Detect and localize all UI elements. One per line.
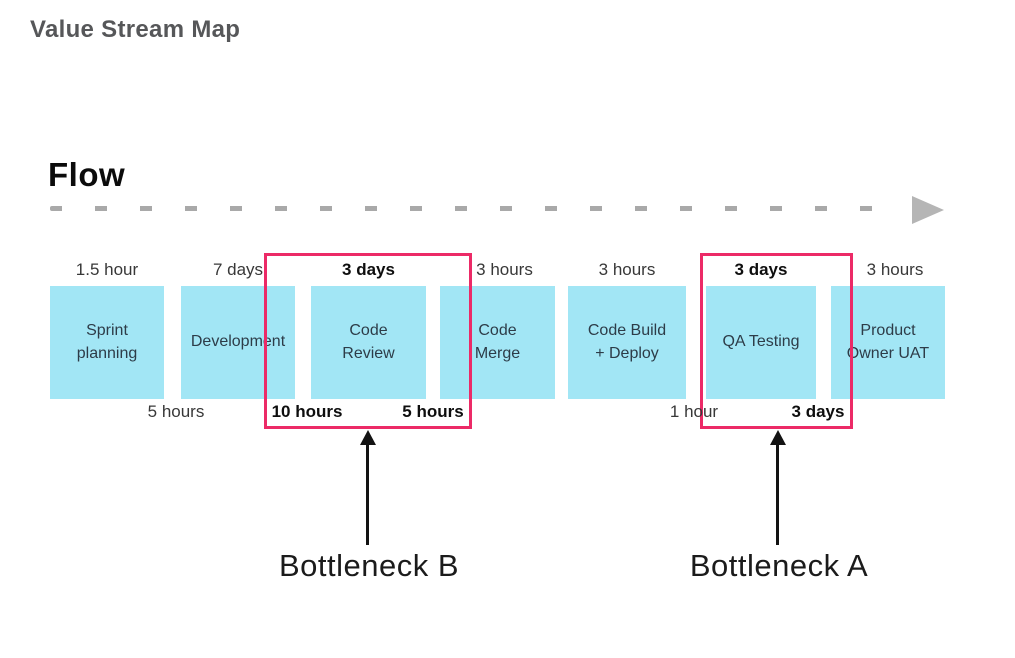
flow-dashed-line xyxy=(50,206,895,211)
step-label: Product Owner UAT xyxy=(846,322,930,362)
wait-time-1: 5 hours xyxy=(147,402,205,421)
step-box-development: Development xyxy=(181,286,295,399)
step-box-code-review: Code Review xyxy=(311,286,426,399)
wait-time-2: 10 hours xyxy=(271,402,343,421)
duration-code-build-deploy: 3 hours xyxy=(598,260,656,279)
wait-time-5: 3 days xyxy=(791,402,845,421)
bottleneck-b-arrow-icon xyxy=(360,430,376,445)
duration-development: 7 days xyxy=(212,260,264,279)
wait-time-4: 1 hour xyxy=(669,402,719,421)
bottleneck-b-outline xyxy=(264,253,472,429)
step-label: Code Merge xyxy=(474,322,521,362)
duration-qa-testing: 3 days xyxy=(734,260,788,279)
flow-heading: Flow xyxy=(48,156,126,193)
step-box-sprint-planning: Sprint planning xyxy=(50,286,164,399)
step-box-code-merge: Code Merge xyxy=(440,286,555,399)
step-label: QA Testing xyxy=(722,333,800,351)
bottleneck-b-label: Bottleneck B xyxy=(278,548,460,583)
flow-arrowhead-icon xyxy=(912,196,944,224)
bottleneck-a-label: Bottleneck A xyxy=(689,548,869,583)
step-box-qa-testing: QA Testing xyxy=(706,286,816,399)
page-title: Value Stream Map xyxy=(30,16,241,43)
step-box-code-build-deploy: Code Build + Deploy xyxy=(568,286,686,399)
duration-product-owner-uat: 3 hours xyxy=(866,260,924,279)
duration-code-review: 3 days xyxy=(342,260,395,279)
step-label: Sprint planning xyxy=(76,322,138,362)
duration-sprint-planning: 1.5 hour xyxy=(75,260,139,279)
bottleneck-a-arrow-icon xyxy=(770,430,786,445)
duration-code-merge: 3 hours xyxy=(476,260,533,279)
bottleneck-a-arrow-line xyxy=(776,442,779,545)
bottleneck-a-outline xyxy=(700,253,853,429)
wait-time-3: 5 hours xyxy=(402,402,464,421)
step-label: Code Review xyxy=(342,322,395,362)
step-label: Development xyxy=(190,333,286,351)
step-label: Code Build + Deploy xyxy=(587,322,667,362)
bottleneck-b-arrow-line xyxy=(366,442,369,545)
